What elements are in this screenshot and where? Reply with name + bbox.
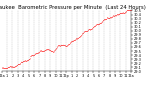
Title: Milwaukee  Barometric Pressure per Minute  (Last 24 Hours): Milwaukee Barometric Pressure per Minute… xyxy=(0,5,146,10)
